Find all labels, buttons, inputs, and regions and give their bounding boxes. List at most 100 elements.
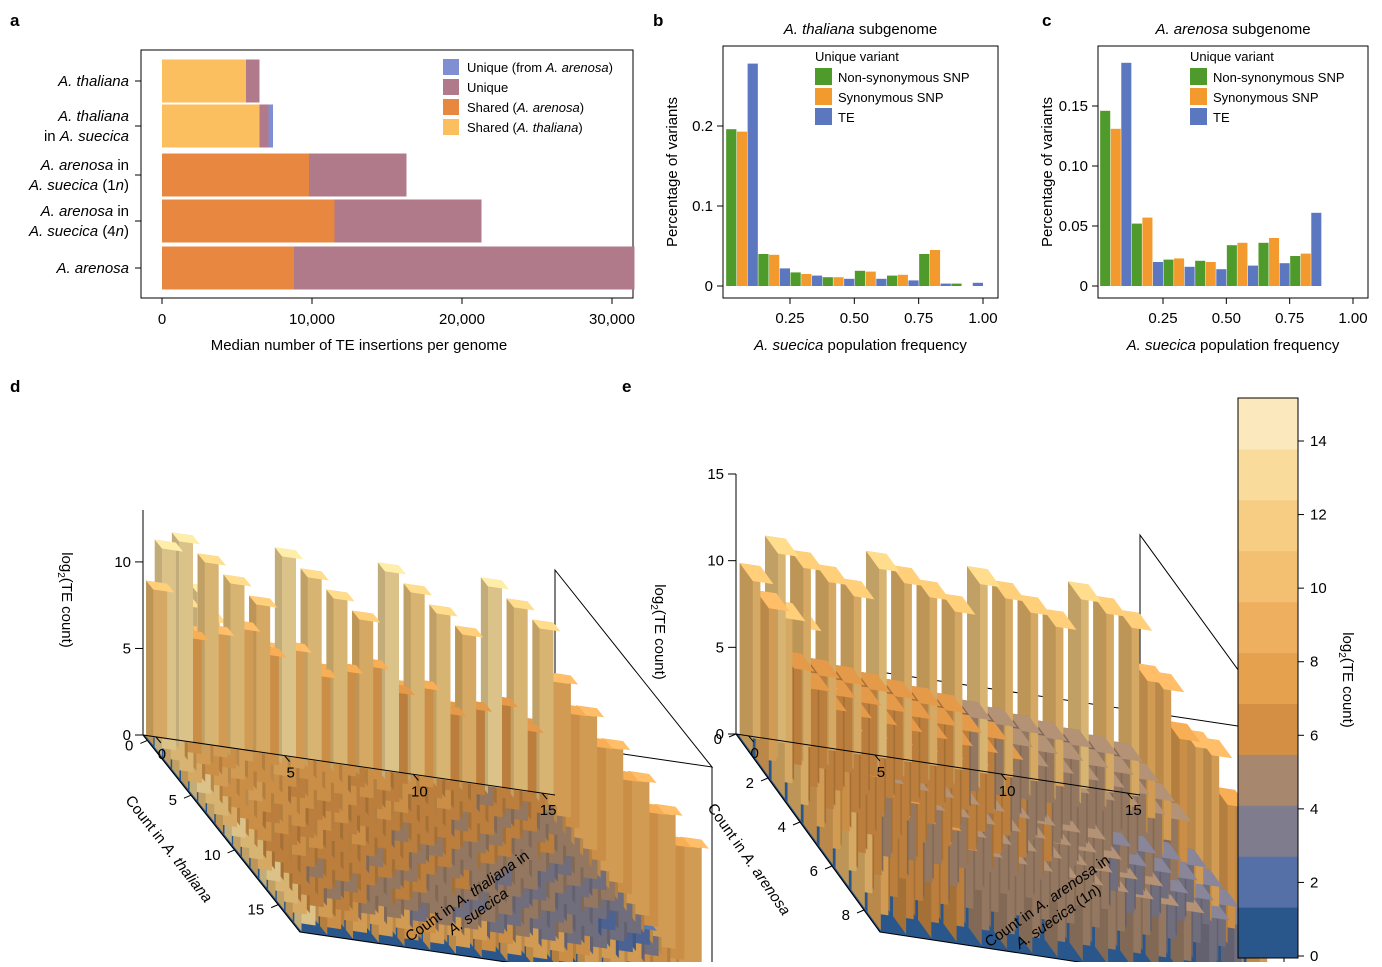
histogram-bar bbox=[1205, 262, 1216, 286]
x-tick bbox=[792, 821, 801, 826]
y-tick bbox=[155, 736, 162, 744]
histogram-bar bbox=[897, 274, 908, 286]
colorbar: 0 2 4 6 8 10 12 14 log2(TE count) bbox=[1237, 397, 1356, 965]
category-label: A. thaliana bbox=[57, 108, 129, 125]
legend-label: Non-synonymous SNP bbox=[1213, 70, 1345, 85]
bar-side bbox=[739, 563, 753, 755]
y-tick-label: 10 bbox=[999, 783, 1016, 800]
histogram-bar bbox=[972, 282, 983, 286]
y-tick bbox=[748, 735, 755, 743]
x-tick-label: 4 bbox=[778, 819, 786, 836]
x-tick bbox=[856, 909, 865, 914]
axis-line bbox=[735, 733, 1141, 796]
x-tick-label: 0.75 bbox=[904, 310, 933, 327]
panel-letter-c: c bbox=[1042, 11, 1051, 30]
z-tick-label: 10 bbox=[707, 553, 724, 570]
x-tick-label: 5 bbox=[169, 792, 177, 809]
histogram-bar bbox=[769, 254, 780, 286]
y-tick-label: 0.1 bbox=[692, 198, 713, 215]
histogram-bar bbox=[940, 283, 951, 286]
legend-title: Unique variant bbox=[815, 49, 899, 64]
x-tick-label: 0.75 bbox=[1275, 310, 1304, 327]
histogram-bar bbox=[1184, 266, 1195, 286]
x-tick-label: 0.25 bbox=[775, 310, 804, 327]
legend-title: Unique variant bbox=[1190, 49, 1274, 64]
histogram-bar bbox=[1216, 269, 1227, 286]
colorbar-tick-label: 14 bbox=[1310, 433, 1327, 450]
bar-top bbox=[1033, 719, 1068, 741]
bar-top bbox=[274, 547, 304, 560]
bar-top bbox=[197, 553, 226, 566]
category-label: A. arenosa in bbox=[40, 203, 129, 220]
histogram-bar bbox=[1152, 262, 1163, 286]
y-tick-label: 15 bbox=[540, 802, 557, 819]
bar-top bbox=[755, 590, 790, 612]
histogram-bar bbox=[844, 278, 855, 286]
bar-segment bbox=[294, 246, 635, 290]
x-axis-label: Count in A. thaliana bbox=[122, 792, 216, 906]
y-tick-label: 10 bbox=[411, 783, 428, 800]
colorbar-tick-label: 2 bbox=[1310, 874, 1318, 891]
frame bbox=[1097, 45, 1369, 299]
bar-top bbox=[815, 564, 850, 586]
x-tick-label: 20,000 bbox=[439, 311, 485, 328]
z-tick-label: 5 bbox=[123, 640, 131, 657]
bar-side bbox=[146, 580, 154, 746]
bar-top bbox=[983, 706, 1017, 728]
y-tick-label: 0.2 bbox=[692, 118, 713, 135]
bar-top bbox=[403, 583, 432, 596]
bar-top bbox=[790, 549, 824, 571]
x-tick-label: 2 bbox=[746, 775, 754, 792]
histogram-bar bbox=[865, 271, 876, 286]
bar-top bbox=[1093, 595, 1127, 617]
colorbar-tick-label: 12 bbox=[1310, 507, 1327, 524]
axis-line bbox=[142, 734, 556, 796]
bar-top bbox=[932, 692, 967, 714]
panel-c-histogram: A. arenosa subgenome 0 0.05 0.10 0.15 0.25 0.5… bbox=[1039, 21, 1369, 354]
x-tick-label: 1.00 bbox=[1338, 310, 1367, 327]
chart-title: A. arenosa subgenome bbox=[1154, 21, 1310, 38]
axis-line bbox=[735, 733, 881, 933]
bar-top bbox=[1118, 609, 1153, 631]
category-label: in A. suecica bbox=[44, 128, 129, 145]
colorbar-segment bbox=[1238, 652, 1298, 704]
legend-swatch bbox=[815, 68, 832, 85]
x-axis-label: A. suecica population frequency bbox=[753, 337, 967, 354]
legend-swatch bbox=[1190, 68, 1207, 85]
y-tick-label: 5 bbox=[877, 764, 885, 781]
colorbar-label: log2(TE count) bbox=[1336, 632, 1356, 728]
frame bbox=[722, 45, 999, 299]
bar-top bbox=[941, 593, 976, 615]
histogram-bar bbox=[908, 280, 919, 286]
histogram-bar bbox=[854, 270, 866, 286]
bar-top bbox=[1109, 740, 1143, 762]
legend-swatch bbox=[443, 59, 459, 75]
bar-segment bbox=[268, 104, 273, 148]
x-tick-label: 0.50 bbox=[1212, 310, 1241, 327]
histogram-bar bbox=[1300, 253, 1311, 286]
histogram-bar bbox=[919, 254, 930, 286]
histogram-bar bbox=[1290, 256, 1301, 286]
legend-label: Synonymous SNP bbox=[1213, 90, 1319, 105]
histogram-bar bbox=[1142, 217, 1153, 286]
z-tick-label: 10 bbox=[114, 554, 131, 571]
bar-top bbox=[429, 604, 458, 617]
histogram-bar bbox=[1121, 62, 1132, 286]
legend-label: Unique bbox=[467, 80, 508, 95]
category-label: A. arenosa in bbox=[40, 157, 129, 174]
bar-top bbox=[957, 699, 992, 721]
bar-segment bbox=[162, 59, 246, 103]
x-tick-label: 0.25 bbox=[1148, 310, 1177, 327]
legend-label: Non-synonymous SNP bbox=[838, 70, 970, 85]
x-tick-label: 0.50 bbox=[840, 310, 869, 327]
bar-top bbox=[856, 671, 891, 693]
x-axis-label-group: Count in A. thaliana bbox=[122, 792, 216, 906]
histogram-bar bbox=[1226, 245, 1237, 286]
legend-label: TE bbox=[1213, 110, 1230, 125]
histogram-bar bbox=[1131, 223, 1142, 286]
bar-top bbox=[377, 562, 407, 575]
histogram-bar bbox=[1174, 258, 1185, 286]
panel-a-stacked-bar-chart: A. thaliana A. thaliana in A. suecica A. ar… bbox=[28, 49, 635, 354]
y-axis-label: Percentage of variants bbox=[664, 97, 681, 247]
z-tick-label: 0 bbox=[123, 727, 131, 744]
